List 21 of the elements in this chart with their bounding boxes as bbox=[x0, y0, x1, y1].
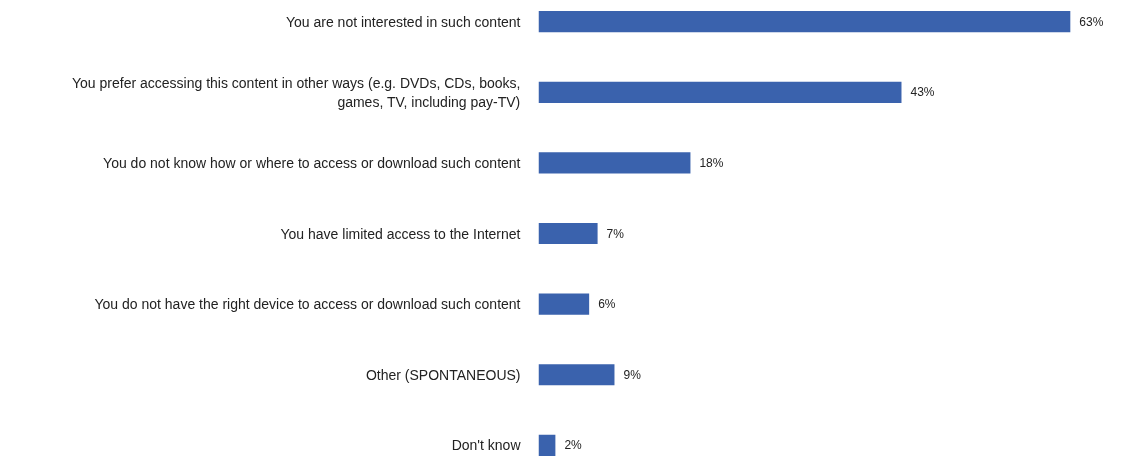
data-label: 18% bbox=[699, 155, 724, 170]
data-label: 6% bbox=[598, 297, 616, 312]
bar bbox=[538, 81, 902, 103]
data-label: 43% bbox=[910, 85, 935, 100]
bar bbox=[538, 222, 598, 245]
bar bbox=[538, 152, 691, 174]
bar bbox=[538, 364, 615, 386]
y-tick-label: You are not interested in such content bbox=[285, 13, 521, 30]
y-tick-label: You prefer accessing this content in other ways (e.g. DVDs, CDs, books, games, TV, including pay-TV) bbox=[72, 74, 521, 110]
data-label: 7% bbox=[606, 226, 625, 241]
y-tick-label: Other (SPONTANEOUS) bbox=[365, 366, 521, 383]
y-tick-label: You do not know how or where to access or download such content bbox=[103, 154, 521, 171]
data-label: 63% bbox=[1079, 14, 1104, 29]
data-label: 9% bbox=[623, 367, 642, 382]
data-label: 2% bbox=[564, 438, 583, 453]
y-tick-label: You have limited access to the Internet bbox=[280, 225, 521, 242]
bar bbox=[538, 11, 1071, 33]
y-tick-label: You do not have the right device to access or download such content bbox=[94, 296, 521, 313]
y-tick-label: Don't know bbox=[451, 437, 522, 454]
bar bbox=[538, 434, 556, 456]
bar bbox=[538, 293, 590, 315]
